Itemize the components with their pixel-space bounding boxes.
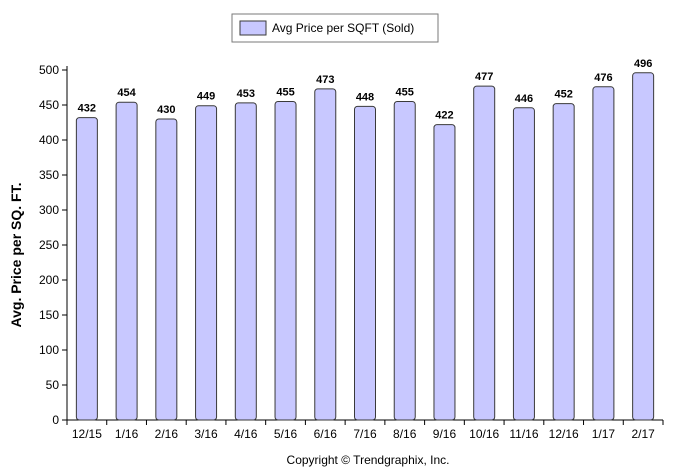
x-tick-label: 12/16 (549, 427, 579, 441)
x-tick-label: 12/15 (72, 427, 102, 441)
bar-value-label: 476 (594, 72, 612, 84)
y-tick-label: 50 (46, 378, 60, 392)
x-tick-label: 2/16 (155, 427, 179, 441)
data-labels: 432 454 430 449 453 455 473 448 455 422 477 446 452 4… (78, 58, 653, 122)
bar-2-17 (632, 72, 655, 421)
x-tick-label: 1/17 (592, 427, 616, 441)
bar-8-16 (393, 101, 416, 421)
y-axis-ticks: 0 50 100 150 200 250 300 350 400 450 500 (39, 63, 67, 427)
bar-1-17 (592, 86, 615, 421)
y-tick-label: 100 (39, 343, 59, 357)
bar-10-16 (473, 85, 496, 421)
bars (75, 72, 655, 421)
y-tick-label: 500 (39, 63, 59, 77)
bar-value-label: 446 (515, 93, 533, 105)
bar-value-label: 455 (276, 87, 294, 99)
bar-2-16 (155, 118, 178, 421)
x-tick-label: 5/16 (274, 427, 298, 441)
x-tick-label: 4/16 (234, 427, 258, 441)
legend-label: Avg Price per SQFT (Sold) (272, 21, 414, 35)
y-tick-label: 350 (39, 168, 59, 182)
y-tick-label: 450 (39, 98, 59, 112)
y-axis-title: Avg. Price per SQ. FT. (8, 183, 24, 328)
bar-12-15 (75, 117, 98, 421)
y-tick-label: 400 (39, 133, 59, 147)
bar-value-label: 430 (157, 104, 175, 116)
y-tick-label: 200 (39, 273, 59, 287)
y-tick-label: 0 (52, 413, 59, 427)
x-axis-ticks: 12/15 1/16 2/16 3/16 4/16 5/16 6/16 7/16 8/16 9/1… (66, 420, 664, 441)
bar-3-16 (195, 105, 218, 421)
bar-value-label: 496 (634, 58, 652, 70)
legend: Avg Price per SQFT (Sold) (231, 13, 439, 43)
y-tick-label: 150 (39, 308, 59, 322)
x-tick-label: 10/16 (469, 427, 499, 441)
bar-12-16 (552, 103, 575, 421)
y-tick-label: 250 (39, 238, 59, 252)
x-tick-label: 9/16 (433, 427, 457, 441)
legend-swatch (239, 20, 267, 36)
bar-7-16 (354, 105, 376, 421)
bar-value-label: 449 (197, 91, 215, 103)
bar-value-label: 454 (117, 87, 136, 99)
bar-value-label: 448 (356, 91, 374, 103)
bar-value-label: 473 (316, 74, 334, 86)
copyright-text: Copyright © Trendgraphix, Inc. (287, 453, 450, 467)
bar-value-label: 453 (237, 88, 255, 100)
bar-value-label: 452 (554, 89, 572, 101)
x-tick-label: 7/16 (353, 427, 377, 441)
bar-6-16 (314, 88, 337, 421)
bar-1-16 (115, 101, 138, 421)
x-tick-label: 1/16 (115, 427, 139, 441)
bar-value-label: 422 (435, 110, 453, 122)
bar-value-label: 477 (475, 71, 493, 83)
x-tick-label: 6/16 (314, 427, 338, 441)
bar-9-16 (433, 124, 456, 421)
bar-5-16 (274, 101, 297, 421)
x-tick-label: 2/17 (631, 427, 655, 441)
x-tick-label: 3/16 (194, 427, 218, 441)
bar-value-label: 455 (396, 87, 414, 99)
bar-value-label: 432 (78, 103, 96, 115)
bar-11-16 (512, 107, 535, 421)
y-tick-label: 300 (39, 203, 59, 217)
x-tick-label: 8/16 (393, 427, 417, 441)
bar-4-16 (234, 102, 257, 421)
x-tick-label: 11/16 (509, 427, 538, 441)
